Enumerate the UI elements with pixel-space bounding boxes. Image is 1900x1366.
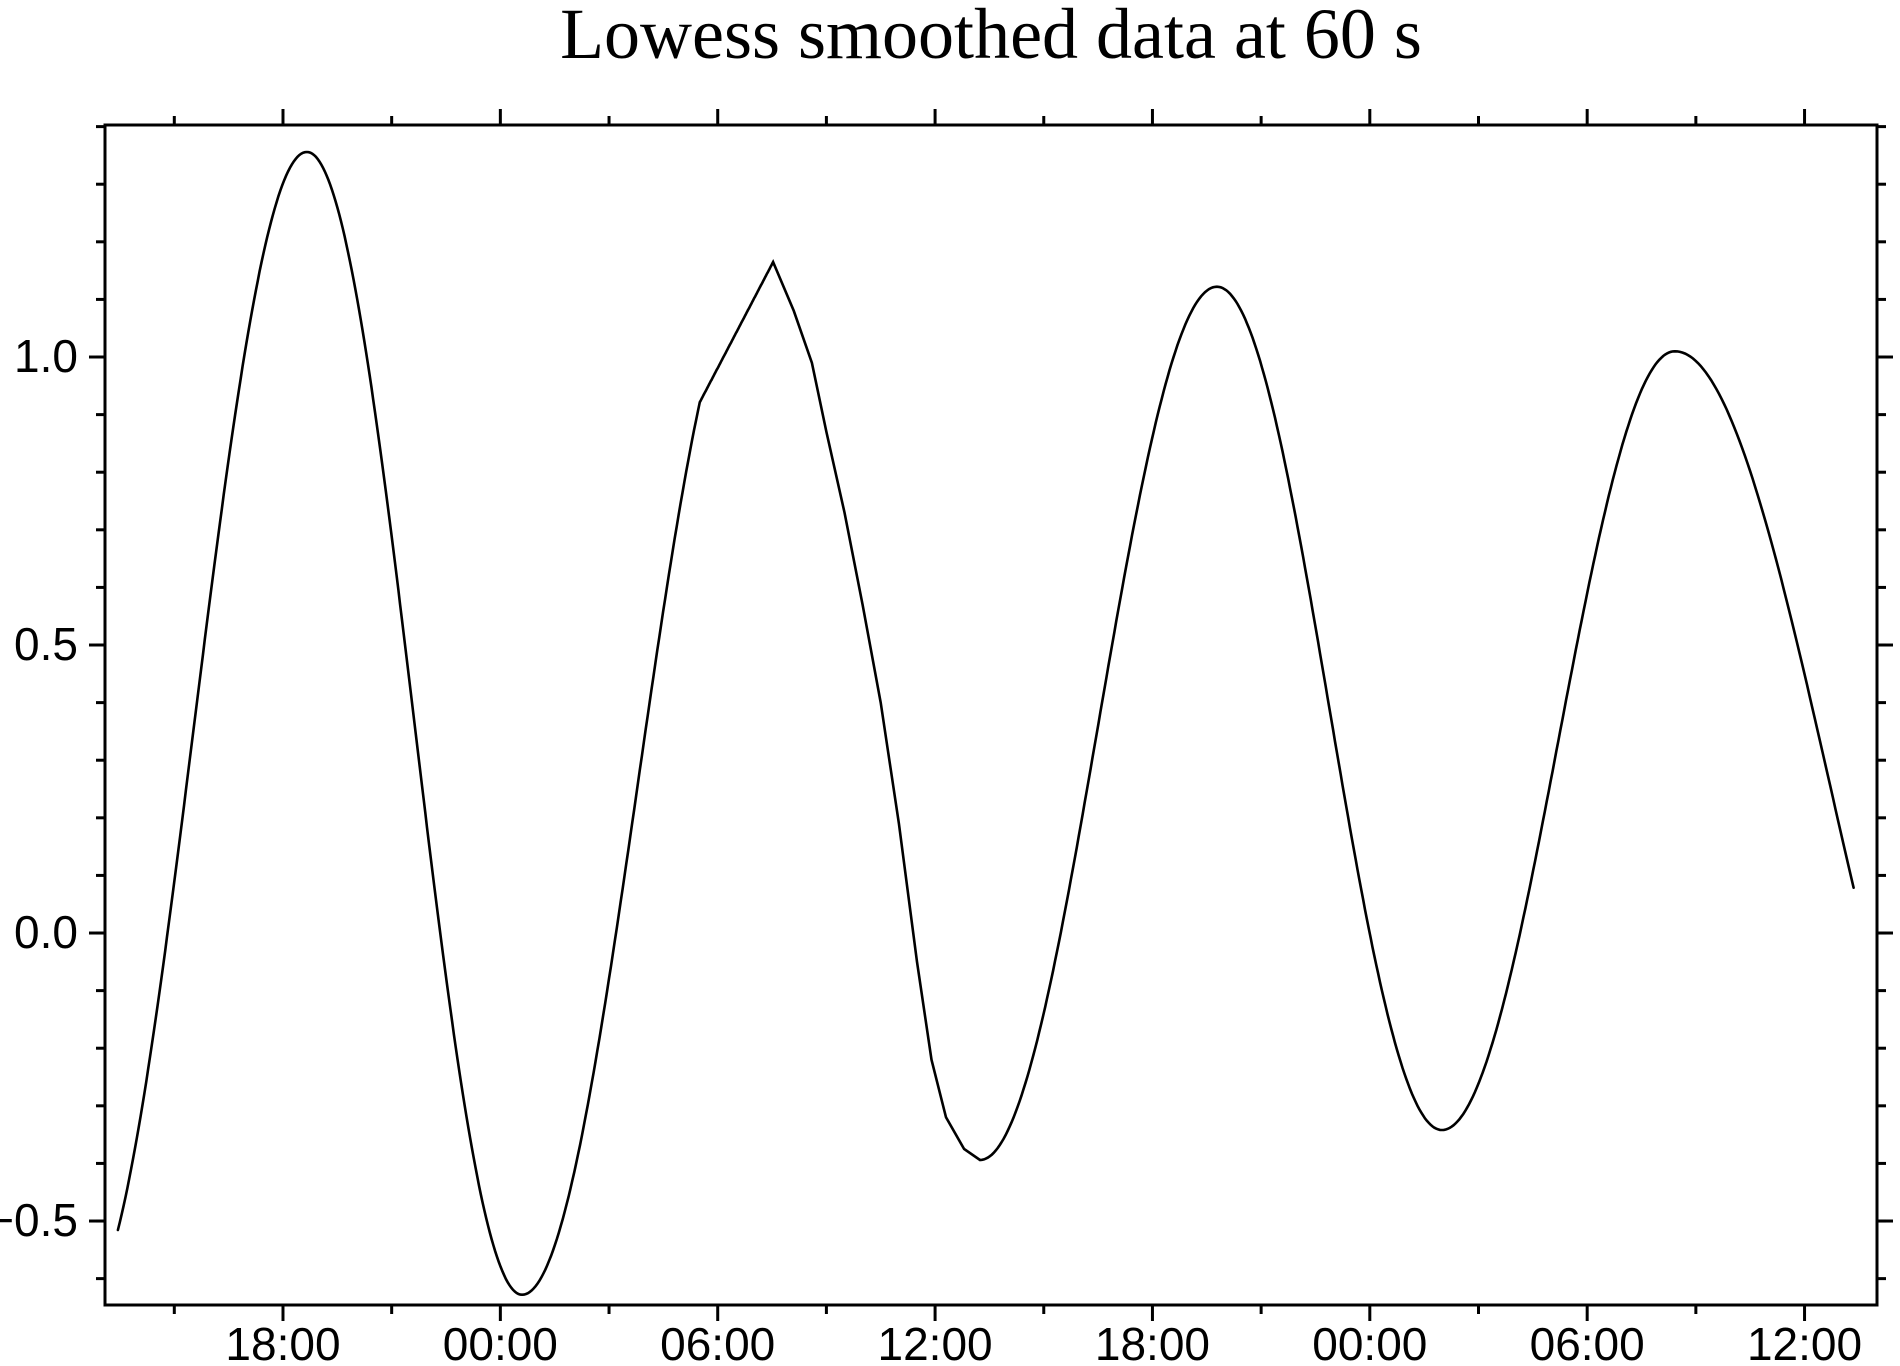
y-tick-label: 1.0 [14, 330, 78, 382]
y-tick-label: 0.5 [14, 618, 78, 670]
x-tick-label: 00:00 [443, 1318, 558, 1366]
x-tick-label: 12:00 [1747, 1318, 1862, 1366]
x-tick-label: 12:00 [878, 1318, 993, 1366]
y-tick-label: 0.0 [14, 906, 78, 958]
x-tick-label: 06:00 [1530, 1318, 1645, 1366]
x-tick-label: 00:00 [1312, 1318, 1427, 1366]
data-line [116, 150, 1855, 1297]
plot-frame [103, 123, 1879, 1307]
x-tick-label: 18:00 [1095, 1318, 1210, 1366]
y-tick-label: −0.5 [0, 1194, 78, 1246]
x-tick-label: 18:00 [225, 1318, 340, 1366]
x-tick-label: 06:00 [660, 1318, 775, 1366]
chart-title: Lowess smoothed data at 60 s [560, 0, 1422, 74]
